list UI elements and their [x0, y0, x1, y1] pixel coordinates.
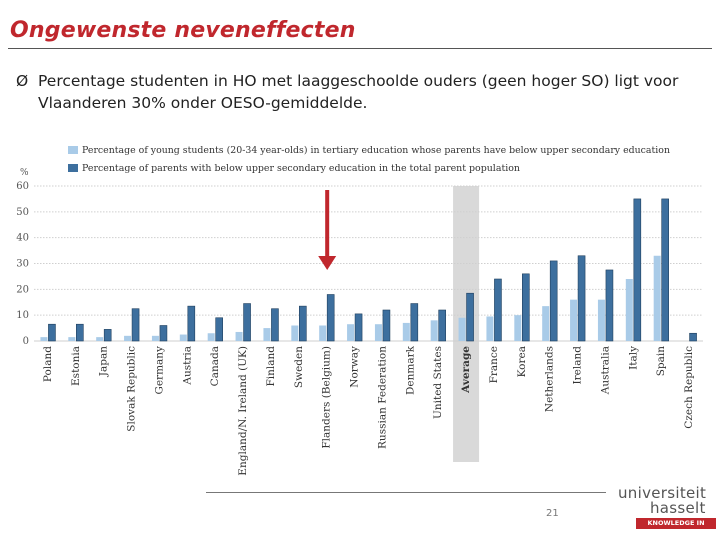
bar-young-students: [207, 333, 215, 341]
x-tick-label: Netherlands: [544, 346, 556, 412]
y-tick-label: 40: [16, 233, 29, 244]
x-tick-label: Finland: [265, 346, 277, 387]
x-tick-label: Ireland: [572, 346, 584, 385]
bar-parents-population: [326, 294, 335, 342]
bar-young-students: [597, 299, 605, 341]
x-tick-label: England/N. Ireland (UK): [237, 346, 249, 476]
bar-young-students: [151, 335, 159, 341]
bar-parents-population: [661, 198, 669, 342]
x-tick-label: Poland: [42, 346, 54, 382]
title-divider: [8, 48, 712, 49]
arrow-shaft: [325, 190, 330, 256]
bar-parents-population: [382, 309, 391, 342]
arrow-head-icon: [318, 256, 337, 270]
x-tick-label: Slovak Republic: [126, 346, 138, 432]
bar-parents-population: [549, 260, 558, 342]
bar-parents-population: [577, 255, 586, 342]
bar-parents-population: [605, 269, 614, 342]
y-tick-label: 20: [16, 284, 29, 295]
x-tick-label: Canada: [209, 346, 221, 386]
footer-divider: [206, 492, 606, 493]
bar-parents-population: [438, 309, 446, 342]
bar-parents-population: [410, 303, 419, 342]
bar-parents-population: [159, 325, 168, 342]
bar-parents-population: [215, 317, 223, 342]
bar-parents-population: [131, 308, 140, 342]
bar-young-students: [263, 328, 271, 341]
x-tick-label: Average: [460, 346, 472, 394]
x-tick-label: Czech Republic: [683, 346, 695, 429]
bar-parents-population: [522, 273, 530, 342]
page-number: 21: [546, 508, 559, 519]
bar-young-students: [514, 315, 522, 341]
x-tick-label: Australia: [599, 346, 611, 395]
x-tick-label: Denmark: [404, 345, 416, 395]
bar-young-students: [40, 337, 48, 341]
bar-young-students: [347, 324, 355, 341]
legend-label-1: Percentage of young students (20-34 year…: [82, 145, 670, 156]
legend-swatch-1: [68, 146, 78, 154]
x-tick-label: Russian Federation: [376, 346, 388, 449]
bar-young-students: [625, 279, 633, 341]
bar-young-students: [430, 320, 438, 341]
bar-young-students: [235, 331, 243, 341]
y-axis-unit: %: [20, 168, 29, 178]
legend-label-2: Percentage of parents with below upper s…: [82, 163, 520, 174]
y-tick-label: 10: [16, 310, 29, 321]
x-tick-label: France: [488, 346, 500, 383]
x-tick-label: Italy: [627, 346, 639, 370]
bar-parents-population: [354, 313, 363, 342]
bar-parents-population: [689, 332, 697, 342]
bar-parents-population: [494, 278, 502, 342]
bar-young-students: [319, 325, 327, 341]
bar-parents-population: [76, 323, 84, 342]
x-tick-label: Flanders (Belgium): [321, 346, 333, 449]
bullet-text: Percentage studenten in HO met laaggesch…: [38, 72, 679, 112]
bullet-arrow-icon: Ø: [16, 72, 29, 90]
bar-parents-population: [299, 305, 307, 342]
y-tick-label: 30: [16, 259, 29, 270]
x-tick-label: Estonia: [70, 346, 82, 386]
x-tick-label: Spain: [655, 346, 667, 377]
x-tick-label: Norway: [349, 346, 361, 388]
bar-young-students: [291, 325, 299, 341]
bar-young-students: [96, 337, 104, 341]
bar-parents-population: [271, 308, 279, 342]
x-tick-label: Austria: [181, 346, 193, 386]
x-tick-label: Japan: [98, 346, 110, 377]
bar-young-students: [124, 335, 132, 341]
slide-title: Ongewenste neveneffecten: [10, 18, 356, 43]
x-tick-label: United States: [432, 346, 444, 419]
bar-parents-population: [243, 303, 251, 342]
bar-young-students: [458, 317, 466, 341]
y-tick-label: 0: [23, 336, 29, 347]
legend-swatch-2: [68, 164, 78, 172]
bar-young-students: [542, 306, 550, 341]
bar-young-students: [68, 337, 76, 341]
x-tick-label: Sweden: [293, 346, 305, 388]
bar-parents-population: [633, 198, 642, 342]
bullet-point: Ø Percentage studenten in HO met laagges…: [16, 70, 706, 114]
y-tick-label: 50: [16, 207, 29, 218]
highlight-band: [453, 186, 480, 462]
bar-young-students: [179, 334, 187, 341]
bar-young-students: [653, 255, 661, 341]
bar-young-students: [374, 324, 382, 341]
y-tick-label: 60: [16, 181, 29, 192]
bar-parents-population: [48, 323, 56, 342]
bar-parents-population: [466, 292, 474, 342]
logo-tagline: KNOWLEDGE IN ACTION: [636, 518, 716, 538]
logo-line-2: hasselt: [650, 499, 706, 517]
bar-parents-population: [187, 305, 196, 342]
logo-line-1: universiteit: [618, 484, 707, 502]
bar-parents-population: [103, 329, 112, 342]
x-tick-label: Korea: [516, 346, 528, 377]
bar-young-students: [570, 299, 578, 341]
x-tick-label: Germany: [153, 346, 165, 395]
university-logo: universiteit hasselt KNOWLEDGE IN ACTION: [612, 484, 716, 538]
bar-young-students: [402, 322, 410, 341]
bar-young-students: [486, 316, 494, 341]
